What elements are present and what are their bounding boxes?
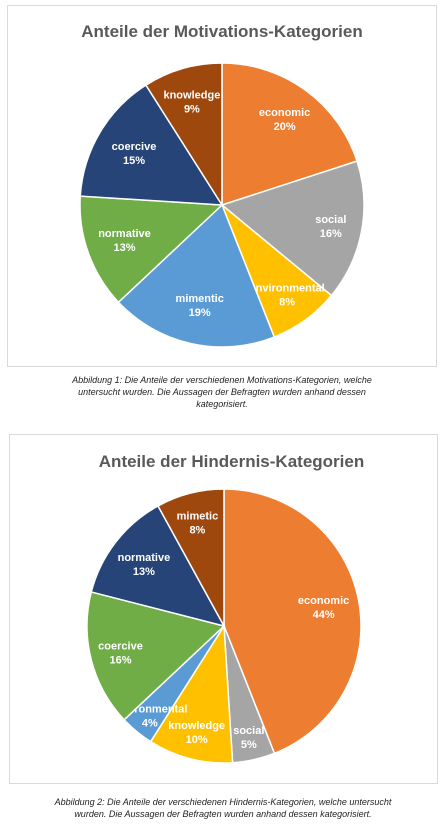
slice-percent-label: 19% [189,307,211,319]
pie-slice-mimentic [117,203,276,348]
slice-label-environmental: environmental 8% [250,283,325,309]
chart-title: Anteile der Motivations-Kategorien [81,22,363,41]
pie-slice-coercive [86,591,226,721]
slice-percent-label: 15% [123,155,145,167]
slice-percent-label: 20% [274,121,296,133]
slice-percent-label: 9% [184,103,200,115]
slice-percent-label: 16% [320,228,342,240]
slice-label-mimetic: mimetic 8% [177,511,219,537]
slice-category-label: mimetic [177,511,219,523]
slice-percent-label: 8% [279,297,295,309]
obstacle-chart: Anteile der Hindernis-Kategorien economi… [9,434,438,784]
slice-category-label: coercive [98,641,143,653]
slice-percent-label: 8% [189,525,205,537]
slice-category-label: coercive [112,141,157,153]
slice-percent-label: 16% [109,655,131,667]
pie-slice-knowledge [149,623,234,764]
slice-category-label: knowledge [168,720,225,732]
slice-category-label: normative [118,552,171,564]
slice-label-economic: economic 44% [298,595,349,621]
slice-label-knowledge: knowledge 10% [168,720,225,746]
slice-category-label: social [233,725,264,737]
pie-slice-economic [223,488,362,755]
slice-percent-label: 44% [313,609,335,621]
slice-label-coercive: coercive 16% [98,641,143,667]
slice-label-normative: normative 13% [98,228,151,254]
slice-category-label: mimentic [176,293,224,305]
slice-category-label: economic [259,107,310,119]
slice-category-label: environmental [250,283,325,295]
motivation-pie: economic 20% social 16% environmental 8% mimen… [79,62,365,348]
obstacle-pie: economic44%social5%knowledge10%environme… [86,488,362,764]
slice-category-label: economic [298,595,349,607]
pie-slice-economic [221,62,358,207]
pie-slice-coercive [79,84,224,206]
chart-title: Anteile der Hindernis-Kategorien [98,452,365,471]
pie-slice-social [220,160,365,297]
slice-category-label: normative [98,228,151,240]
slice-percent-label: 10% [186,734,208,746]
motivation-chart: Anteile der Motivations-Kategorien econo… [7,5,437,367]
pie-slice-normative [90,504,226,628]
pie-slice-mimetic [156,488,225,627]
slice-label-economic: economic 20% [259,107,310,133]
figure-caption-1: Abbildung 1: Die Anteile der verschieden… [72,375,372,409]
slice-percent-label: 5% [241,739,257,751]
slice-percent-label: 13% [113,242,135,254]
slice-category-label: knowledge [163,89,220,101]
slice-label-normative: normative 13% [118,552,171,578]
figure-caption-2: Abbildung 2: Die Anteile der verschieden… [54,797,392,819]
pie-slice-knowledge [144,62,223,208]
slice-percent-label: 4% [142,718,158,730]
slice-category-label: social [315,214,346,226]
slice-label-social: social 16% [315,214,346,240]
slice-label-mimentic: mimentic 19% [176,293,224,319]
slice-label-coercive: coercive 15% [112,141,157,167]
slice-label-knowledge: knowledge 9% [163,89,220,115]
pie-slice-normative [79,195,224,304]
slice-label-social: social 5% [233,725,264,751]
slice-percent-label: 13% [133,566,155,578]
